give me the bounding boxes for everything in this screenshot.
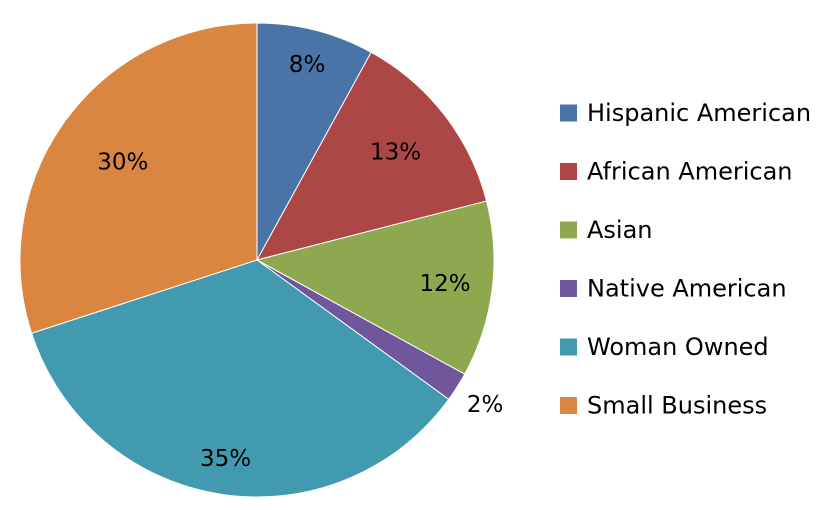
pie-slice-labels: 8% 13% 12% 2% 35% 30%	[97, 52, 503, 472]
slice-label-hispanic-american: 8%	[289, 52, 326, 78]
slice-label-small-business: 30%	[97, 150, 148, 176]
legend: Hispanic American African American Asian Na…	[560, 99, 811, 420]
legend-label-asian: Asian	[587, 216, 653, 244]
legend-label-native-american: Native American	[587, 275, 787, 303]
legend-swatch-small-business	[560, 397, 577, 414]
slice-label-native-american: 2%	[467, 392, 504, 418]
slice-label-asian: 12%	[420, 271, 471, 297]
pie-slice-small-business	[19, 22, 258, 334]
legend-swatch-native-american	[560, 280, 577, 297]
legend-swatch-woman-owned	[560, 338, 577, 356]
legend-label-african-american: African American	[587, 158, 793, 186]
legend-label-woman-owned: Woman Owned	[587, 333, 769, 361]
pie-slice-woman-owned	[30, 259, 450, 498]
pie-slice-hispanic-american	[256, 22, 372, 261]
legend-label-hispanic-american: Hispanic American	[587, 99, 811, 127]
legend-swatch-hispanic-american	[560, 104, 577, 122]
slice-label-african-american: 13%	[370, 140, 421, 166]
slice-label-woman-owned: 35%	[200, 446, 251, 472]
pie-slice-african-american	[256, 51, 488, 261]
pie-slices	[19, 22, 495, 498]
legend-label-small-business: Small Business	[587, 392, 767, 420]
legend-swatch-african-american	[560, 163, 577, 180]
legend-swatch-asian	[560, 221, 577, 239]
pie-slice-asian	[255, 200, 495, 375]
